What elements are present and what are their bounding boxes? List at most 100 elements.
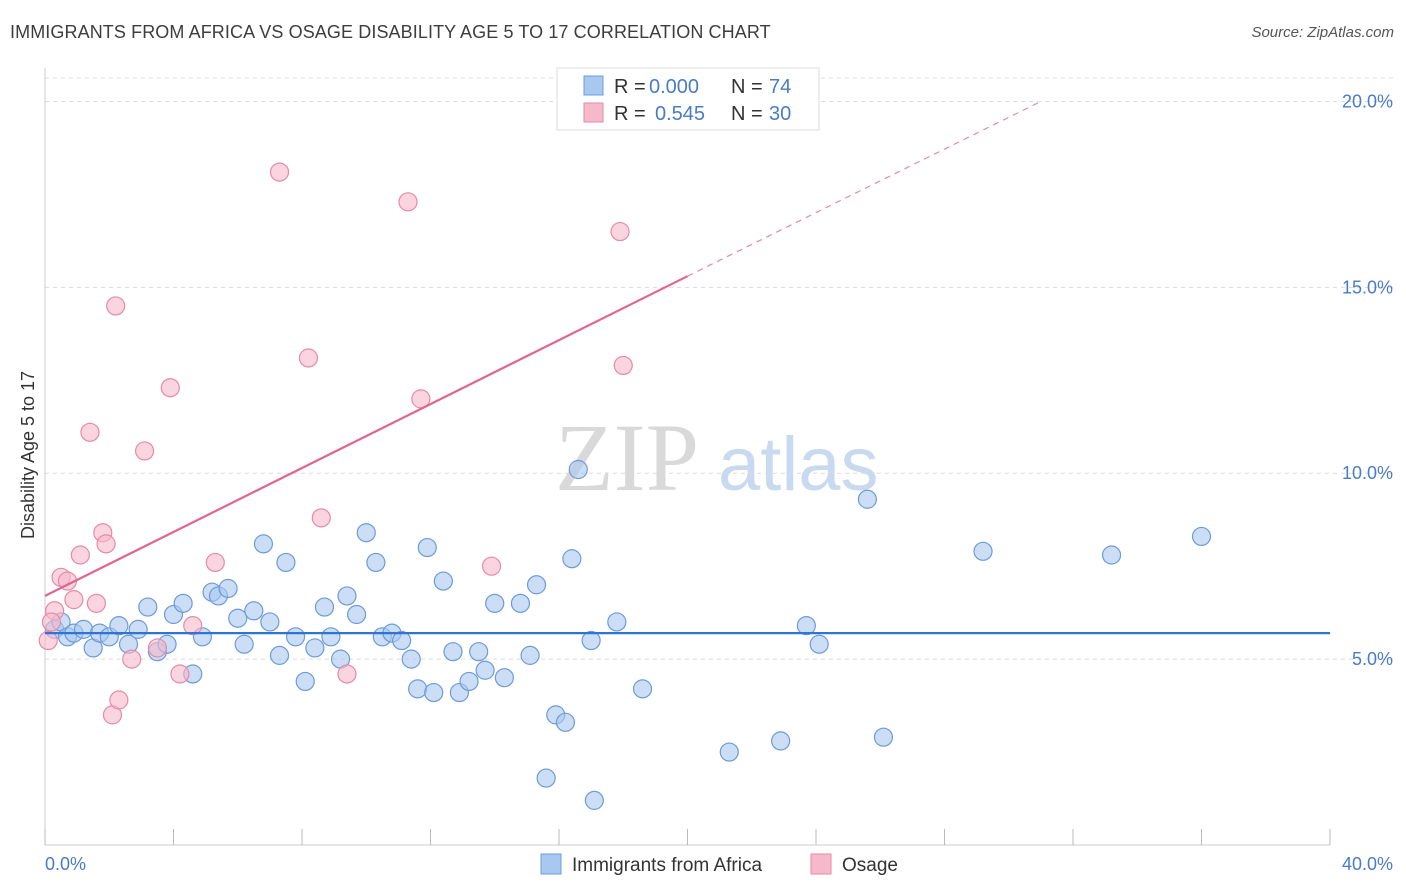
data-point-immigrants-from-africa <box>228 608 248 628</box>
y-tick-label: 10.0% <box>1342 463 1393 483</box>
data-point-osage <box>398 192 418 212</box>
x-tick-label-min: 0.0% <box>45 854 86 874</box>
data-point-immigrants-from-africa <box>253 534 274 554</box>
data-point-immigrants-from-africa <box>269 645 290 665</box>
chart-title: IMMIGRANTS FROM AFRICA VS OSAGE DISABILI… <box>10 22 771 42</box>
data-point-immigrants-from-africa <box>873 727 894 747</box>
y-tick-label: 5.0% <box>1352 649 1393 669</box>
data-point-osage <box>170 664 190 684</box>
data-point-immigrants-from-africa <box>347 604 367 625</box>
data-point-osage <box>298 348 319 368</box>
trend-line-osage <box>44 275 688 597</box>
bottom-legend: Immigrants from Africa Osage <box>540 853 898 876</box>
watermark-zip: ZIP <box>555 404 699 511</box>
data-point-immigrants-from-africa <box>173 593 193 613</box>
data-point-immigrants-from-africa <box>459 671 479 692</box>
y-tick-label: 20.0% <box>1342 91 1393 111</box>
legend-n-value-blue: 74 <box>769 76 791 98</box>
data-point-immigrants-from-africa <box>138 597 158 617</box>
data-point-osage <box>80 422 100 442</box>
data-point-immigrants-from-africa <box>305 638 325 658</box>
data-point-immigrants-from-africa <box>632 679 653 699</box>
data-point-immigrants-from-africa <box>433 571 453 591</box>
legend-swatch-blue <box>583 75 604 96</box>
data-point-osage <box>41 612 62 632</box>
data-point-immigrants-from-africa <box>973 541 993 561</box>
tick-layer: 5.0% 10.0% 15.0% 20.0% 0.0% 40.0% <box>44 91 1393 874</box>
watermark-atlas: atlas <box>718 422 879 507</box>
legend-r-label-blue: R = <box>614 76 646 98</box>
legend-swatch-pink <box>583 102 604 123</box>
data-point-osage <box>610 221 630 242</box>
data-point-osage <box>134 441 155 461</box>
data-point-osage <box>122 649 142 669</box>
data-point-osage <box>147 638 168 658</box>
data-point-immigrants-from-africa <box>321 627 341 647</box>
data-point-immigrants-from-africa <box>314 597 335 617</box>
data-point-immigrants-from-africa <box>526 575 547 595</box>
data-point-osage <box>311 508 331 528</box>
data-point-immigrants-from-africa <box>520 645 540 665</box>
top-legend: R = 0.000 N = 74 R = 0.545 N = 30 <box>556 67 820 131</box>
data-point-immigrants-from-africa <box>424 682 444 703</box>
data-point-osage <box>269 162 290 182</box>
data-point-immigrants-from-africa <box>562 549 582 569</box>
data-point-osage <box>106 296 126 316</box>
grid-layer <box>45 77 1393 660</box>
data-point-immigrants-from-africa <box>1191 526 1212 547</box>
legend-n-label-blue: N = <box>731 76 763 98</box>
data-point-immigrants-from-africa <box>337 586 357 606</box>
data-point-immigrants-from-africa <box>408 679 428 699</box>
data-point-osage <box>160 378 180 398</box>
bottom-legend-label-blue: Immigrants from Africa <box>572 855 762 876</box>
data-point-immigrants-from-africa <box>285 627 306 647</box>
data-point-immigrants-from-africa <box>443 642 463 662</box>
data-point-immigrants-from-africa <box>771 731 791 751</box>
data-point-osage <box>64 590 84 610</box>
data-point-immigrants-from-africa <box>401 649 421 669</box>
data-point-immigrants-from-africa <box>73 619 94 639</box>
data-point-immigrants-from-africa <box>109 616 129 636</box>
data-point-immigrants-from-africa <box>276 552 296 573</box>
data-point-immigrants-from-africa <box>555 712 576 732</box>
y-axis-label: Disability Age 5 to 17 <box>18 371 38 539</box>
data-point-osage <box>205 552 225 573</box>
data-point-immigrants-from-africa <box>494 668 514 688</box>
bottom-legend-label-pink: Osage <box>842 855 898 876</box>
legend-n-value-pink: 30 <box>769 103 791 125</box>
data-point-osage <box>38 630 58 651</box>
y-tick-label: 15.0% <box>1342 277 1393 297</box>
trend-layer <box>44 100 1330 635</box>
data-point-immigrants-from-africa <box>260 612 280 632</box>
data-point-osage <box>613 355 633 376</box>
data-point-immigrants-from-africa <box>568 459 588 480</box>
data-point-immigrants-from-africa <box>366 552 386 573</box>
data-point-immigrants-from-africa <box>356 523 376 543</box>
data-point-immigrants-from-africa <box>391 630 412 651</box>
legend-n-label-pink: N = <box>731 103 763 125</box>
series-immigrants-from-africa <box>45 459 1212 810</box>
data-point-immigrants-from-africa <box>244 601 264 621</box>
data-point-immigrants-from-africa <box>417 537 437 558</box>
data-point-immigrants-from-africa <box>607 612 627 632</box>
data-point-immigrants-from-africa <box>234 634 254 654</box>
data-point-immigrants-from-africa <box>128 619 148 639</box>
data-point-immigrants-from-africa <box>485 593 505 613</box>
bottom-legend-swatch-blue <box>540 853 562 875</box>
data-point-immigrants-from-africa <box>536 768 556 788</box>
data-point-immigrants-from-africa <box>796 616 816 636</box>
x-tick-label-max: 40.0% <box>1342 854 1393 874</box>
data-point-immigrants-from-africa <box>295 671 315 692</box>
data-point-immigrants-from-africa <box>1101 545 1122 565</box>
series-osage <box>38 162 633 725</box>
data-point-immigrants-from-africa <box>857 489 878 509</box>
source-label: Source: ZipAtlas.com <box>1251 24 1394 41</box>
bottom-legend-swatch-pink <box>810 853 832 875</box>
data-point-immigrants-from-africa <box>510 593 531 613</box>
data-point-osage <box>96 534 116 554</box>
data-point-immigrants-from-africa <box>218 578 238 599</box>
data-point-osage <box>86 593 107 613</box>
data-point-immigrants-from-africa <box>475 660 495 680</box>
data-point-osage <box>109 690 129 710</box>
